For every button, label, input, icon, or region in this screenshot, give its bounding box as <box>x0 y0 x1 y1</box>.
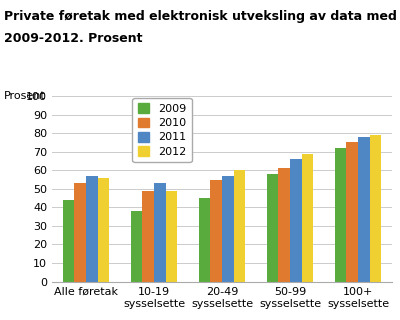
Text: 2009-2012. Prosent: 2009-2012. Prosent <box>4 32 142 45</box>
Bar <box>234 170 245 282</box>
Bar <box>166 191 177 282</box>
Bar <box>131 211 142 282</box>
Bar <box>346 142 358 282</box>
Bar <box>370 135 381 282</box>
Bar <box>63 200 74 282</box>
Bar <box>302 154 313 282</box>
Bar <box>290 159 302 282</box>
Bar <box>154 183 166 282</box>
Legend: 2009, 2010, 2011, 2012: 2009, 2010, 2011, 2012 <box>132 98 192 162</box>
Bar <box>74 183 86 282</box>
Bar <box>86 176 98 282</box>
Bar <box>222 176 234 282</box>
Bar <box>142 191 154 282</box>
Bar <box>210 180 222 282</box>
Bar <box>358 137 370 282</box>
Text: Private føretak med elektronisk utveksling av data med andre.: Private føretak med elektronisk utveksli… <box>4 10 400 23</box>
Text: Prosent: Prosent <box>4 91 46 101</box>
Bar <box>267 174 278 282</box>
Bar <box>335 148 346 282</box>
Bar <box>278 168 290 282</box>
Bar <box>199 198 210 282</box>
Bar <box>98 178 109 282</box>
